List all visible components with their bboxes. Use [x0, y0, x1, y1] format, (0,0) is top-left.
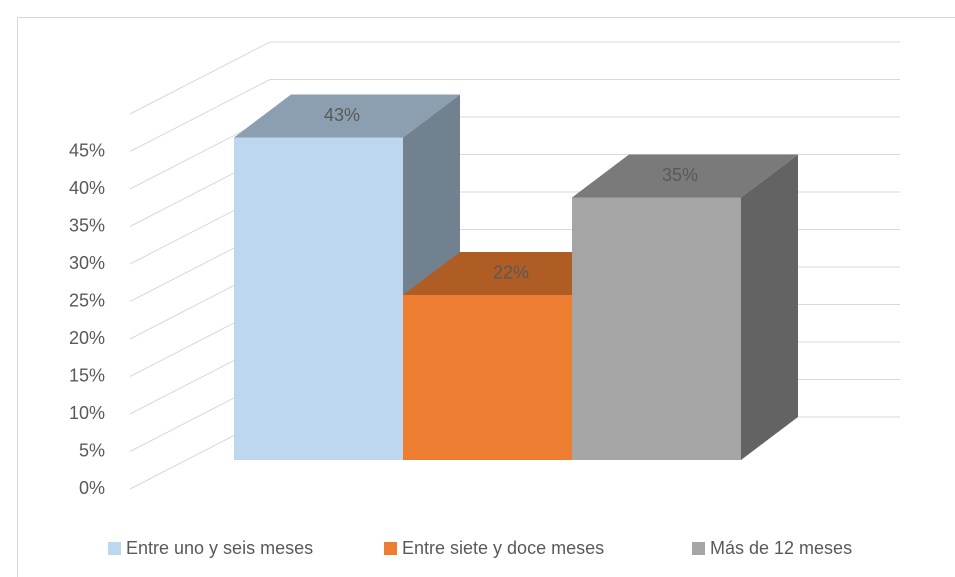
y-tick-label: 40%: [69, 178, 105, 198]
legend-label: Entre uno y seis meses: [126, 538, 313, 558]
legend-swatch: [108, 542, 121, 555]
y-tick-label: 10%: [69, 403, 105, 423]
bar-side: [741, 154, 798, 460]
data-label: 35%: [662, 165, 698, 185]
y-tick-label: 45%: [69, 140, 105, 160]
bar: [234, 137, 403, 460]
data-label: 43%: [324, 105, 360, 125]
grid-line: [129, 79, 271, 152]
legend-swatch: [384, 542, 397, 555]
y-tick-label: 35%: [69, 215, 105, 235]
chart-border: [17, 17, 955, 577]
legend-swatch: [692, 542, 705, 555]
bar-top: [572, 154, 798, 198]
y-tick-label: 30%: [69, 253, 105, 273]
y-tick-label: 0%: [79, 478, 105, 498]
data-label: 22%: [493, 262, 529, 282]
y-tick-label: 15%: [69, 365, 105, 385]
bar: [403, 295, 572, 460]
y-tick-label: 20%: [69, 328, 105, 348]
wall-top: [129, 41, 271, 115]
bar-top: [234, 94, 460, 138]
legend-label: Entre siete y doce meses: [402, 538, 604, 558]
legend-label: Más de 12 meses: [710, 538, 852, 558]
y-tick-label: 5%: [79, 440, 105, 460]
bar: [572, 197, 741, 460]
y-tick-label: 25%: [69, 290, 105, 310]
